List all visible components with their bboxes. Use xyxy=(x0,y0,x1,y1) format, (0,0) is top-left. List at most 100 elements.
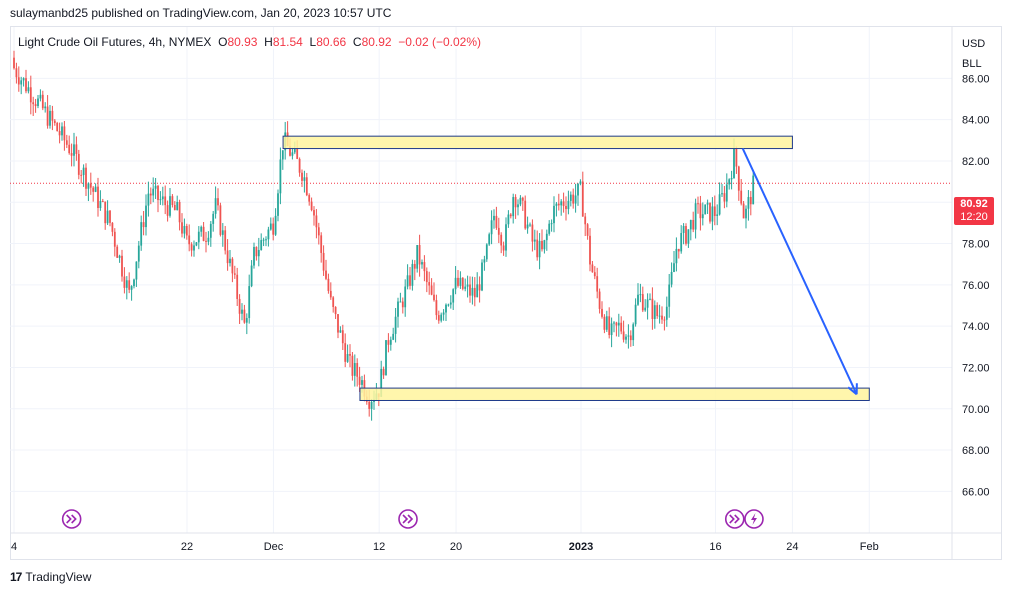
candle-body xyxy=(740,190,743,204)
candle-body xyxy=(433,294,435,301)
candle-body xyxy=(353,363,356,376)
fast-forward-icon[interactable] xyxy=(398,509,418,529)
candle-body xyxy=(154,185,157,189)
candle-body xyxy=(277,193,279,216)
candle-body xyxy=(267,229,270,240)
candle-body xyxy=(178,202,181,223)
candle-body xyxy=(308,195,311,202)
y-tick-label: 82.00 xyxy=(962,156,990,168)
candle-body xyxy=(745,208,747,219)
candle-body xyxy=(94,186,97,192)
candle-body xyxy=(257,250,260,257)
candle-body xyxy=(483,259,486,263)
candle-body xyxy=(349,354,351,356)
candle-body xyxy=(663,319,666,321)
candle-body xyxy=(101,201,104,203)
candle-body xyxy=(32,102,35,105)
candle-body xyxy=(749,196,752,205)
footer-brand[interactable]: 17 TradingView xyxy=(10,570,91,584)
legend-low-value: 80.66 xyxy=(316,35,347,49)
legend-high-label: H xyxy=(264,35,273,49)
candle-body xyxy=(200,226,203,232)
candle-body xyxy=(449,302,452,305)
candle-body xyxy=(358,376,361,385)
candle-body xyxy=(351,355,354,376)
candle-body xyxy=(461,277,464,289)
candle-body xyxy=(137,245,140,262)
candle-body xyxy=(435,300,438,316)
candle-body xyxy=(224,230,227,251)
candle-body xyxy=(670,271,673,285)
candle-body xyxy=(389,339,392,345)
x-tick-label: Dec xyxy=(264,541,284,553)
candle-body xyxy=(653,305,656,319)
candle-body xyxy=(245,318,248,323)
chevron-glyph xyxy=(402,514,414,524)
candle-body xyxy=(699,203,702,219)
candle-body xyxy=(250,265,253,287)
candle-body xyxy=(241,309,243,314)
legend-change: −0.02 (−0.02%) xyxy=(398,35,482,49)
candle-body xyxy=(346,354,349,362)
candle-body xyxy=(639,294,642,296)
projection-arrow xyxy=(741,148,858,395)
candle-body xyxy=(37,98,39,107)
candle-body xyxy=(202,226,205,241)
bar-countdown: 12:20 xyxy=(960,211,988,223)
candle-body xyxy=(464,286,467,289)
candle-body xyxy=(53,120,56,124)
fast-forward-icon[interactable] xyxy=(724,509,745,529)
candle-body xyxy=(305,177,308,196)
candle-body xyxy=(104,201,107,224)
candle-body xyxy=(173,204,176,211)
candle-body xyxy=(106,210,109,224)
chart-legend: Light Crude Oil Futures, 4h, NYMEX O80.9… xyxy=(18,35,482,49)
candle-body xyxy=(116,246,119,258)
candle-body xyxy=(344,343,347,362)
legend-close-label: C xyxy=(352,35,362,49)
candle-body xyxy=(51,110,54,121)
event-markers[interactable] xyxy=(61,509,764,529)
currency-label[interactable]: USD BLL xyxy=(962,34,985,74)
candle-body xyxy=(601,308,603,317)
candle-body xyxy=(557,203,560,206)
candle-body xyxy=(20,80,23,85)
brand-name: TradingView xyxy=(25,570,92,584)
candle-body xyxy=(219,205,222,235)
candle-body xyxy=(641,294,644,311)
candle-body xyxy=(253,246,255,266)
candle-body xyxy=(368,401,371,409)
candle-body xyxy=(80,174,83,176)
candle-body xyxy=(92,187,95,192)
candle-body xyxy=(591,264,594,273)
candle-body xyxy=(495,215,498,228)
candle-body xyxy=(262,239,265,241)
candle-body xyxy=(401,301,404,308)
candle-body xyxy=(89,183,92,188)
candle-body xyxy=(27,87,30,92)
candle-body xyxy=(332,297,335,307)
candle-body xyxy=(665,306,668,320)
x-tick-label: 12 xyxy=(373,541,385,553)
candle-body xyxy=(82,167,85,176)
candle-body xyxy=(399,301,402,303)
candle-body xyxy=(423,262,426,272)
lightning-icon[interactable] xyxy=(744,509,764,529)
candle-body xyxy=(75,144,78,154)
candle-body xyxy=(217,198,219,206)
candle-body xyxy=(514,197,517,208)
legend-high-value: 81.54 xyxy=(272,35,303,49)
fast-forward-icon[interactable] xyxy=(61,509,82,529)
legend-open-label: O xyxy=(218,35,228,49)
candle-body xyxy=(509,214,512,217)
candle-body xyxy=(68,144,71,154)
y-tick-label: 86.00 xyxy=(962,73,990,85)
candle-body xyxy=(447,304,450,306)
candle-body xyxy=(29,87,32,103)
candle-body xyxy=(41,94,44,109)
candle-body xyxy=(706,202,709,205)
chart-frame[interactable] xyxy=(10,26,1002,560)
candle-body xyxy=(44,106,47,109)
candle-body xyxy=(728,179,731,185)
